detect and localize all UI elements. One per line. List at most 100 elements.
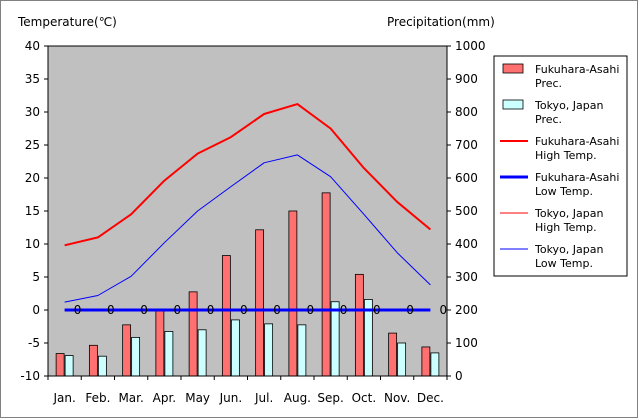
bar-tokyo-prec-7 [264, 323, 274, 377]
line-fukuhara-asahi-high-temp [64, 103, 432, 247]
bar-tokyo-prec-2 [97, 355, 107, 377]
bar-fukuhara-prec-3 [122, 324, 132, 377]
x-tick-label: Jul. [254, 391, 273, 405]
legend-label-line: Tokyo, Japan [534, 99, 603, 112]
x-tick-label: Jan. [52, 391, 75, 405]
data-label-low-temp-9: 0 [340, 303, 348, 317]
x-tick-label: Oct. [352, 391, 377, 405]
legend-label-3: Fukuhara-Asahi High Temp. [535, 135, 619, 162]
bar-fukuhara-prec-1 [55, 353, 65, 377]
data-label-low-temp-8: 0 [307, 303, 315, 317]
data-label-low-temp-7: 0 [273, 303, 281, 317]
legend-swatch-2 [502, 99, 524, 110]
right-tick-label: 1000 [455, 39, 486, 53]
data-label-low-temp-10: 0 [373, 303, 381, 317]
left-tick-label: 35 [25, 72, 40, 86]
left-tick-label: 10 [25, 237, 40, 251]
bar-fukuhara-prec-4 [155, 309, 165, 377]
x-tick-label: Sep. [317, 391, 343, 405]
legend-label-line: Fukuhara-Asahi [535, 135, 619, 148]
legend-label-line: Low Temp. [535, 257, 593, 270]
bar-fukuhara-prec-9 [321, 192, 331, 377]
right-tick-label: 400 [455, 237, 478, 251]
right-tick-label: 300 [455, 270, 478, 284]
legend-label-line: Low Temp. [535, 185, 593, 198]
data-label-low-temp-11: 0 [406, 303, 414, 317]
plot-background [48, 46, 447, 376]
legend-label-4: Fukuhara-Asahi Low Temp. [535, 171, 619, 198]
legend: Fukuhara-Asahi Prec.Tokyo, Japan Prec.Fuku… [493, 55, 628, 277]
bar-tokyo-prec-12 [430, 352, 440, 377]
bar-tokyo-prec-9 [330, 301, 340, 377]
bar-tokyo-prec-1 [64, 355, 74, 377]
legend-label-line: Fukuhara-Asahi [535, 63, 619, 76]
x-tick-label: Mar. [118, 391, 143, 405]
legend-label-line: Tokyo, Japan [534, 207, 603, 220]
bar-fukuhara-prec-12 [421, 346, 431, 377]
legend-box [493, 55, 628, 277]
bar-tokyo-prec-3 [131, 336, 141, 377]
data-label-low-temp-4: 0 [174, 303, 182, 317]
bar-fukuhara-prec-8 [288, 210, 298, 377]
legend-label-5: Tokyo, Japan High Temp. [534, 207, 603, 234]
legend-label-line: High Temp. [535, 221, 597, 234]
bar-fukuhara-prec-11 [388, 332, 398, 377]
bar-fukuhara-prec-2 [88, 344, 98, 377]
bar-tokyo-prec-5 [197, 329, 207, 377]
bar-tokyo-prec-4 [164, 331, 174, 377]
legend-label-line: Prec. [535, 77, 562, 90]
right-axis-title: Precipitation(mm) [387, 15, 495, 29]
legend-label-6: Tokyo, Japan Low Temp. [534, 243, 603, 270]
right-tick-label: 0 [455, 369, 463, 383]
left-tick-label: -10 [20, 369, 40, 383]
right-tick-label: 600 [455, 171, 478, 185]
x-tick-label: Jun. [219, 391, 243, 405]
right-tick-label: 200 [455, 303, 478, 317]
bar-fukuhara-prec-6 [221, 255, 231, 377]
right-tick-label: 700 [455, 138, 478, 152]
right-tick-label: 800 [455, 105, 478, 119]
data-label-low-temp-3: 0 [140, 303, 148, 317]
legend-label-2: Tokyo, Japan Prec. [534, 99, 603, 126]
legend-label-line: Fukuhara-Asahi [535, 171, 619, 184]
x-tick-label: Feb. [85, 391, 110, 405]
bar-tokyo-prec-6 [230, 319, 240, 377]
left-tick-label: -5 [28, 336, 40, 350]
data-label-low-temp-1: 0 [74, 303, 82, 317]
right-tick-label: 100 [455, 336, 478, 350]
plot-area: 0 0 0 0 0 0 0 0 0 0 0 0 [48, 46, 448, 377]
right-tick-label: 900 [455, 72, 478, 86]
bar-fukuhara-prec-5 [188, 291, 198, 377]
bar-fukuhara-prec-10 [354, 273, 364, 377]
left-tick-label: 0 [32, 303, 40, 317]
x-tick-label: Nov. [384, 391, 410, 405]
left-tick-label: 40 [25, 39, 40, 53]
left-tick-label: 30 [25, 105, 40, 119]
x-tick-label: Aug. [284, 391, 311, 405]
data-label-low-temp-2: 0 [107, 303, 115, 317]
axes: -10-505101520253035400100200300400500600… [20, 39, 485, 405]
right-tick-label: 500 [455, 204, 478, 218]
x-tick-label: Apr. [153, 391, 176, 405]
legend-swatch-1 [502, 63, 524, 74]
line-tokyo-japan-low-temp [64, 154, 431, 303]
left-tick-label: 15 [25, 204, 40, 218]
left-tick-label: 20 [25, 171, 40, 185]
bar-fukuhara-prec-7 [255, 229, 265, 377]
data-label-low-temp-5: 0 [207, 303, 215, 317]
legend-label-line: Prec. [535, 113, 562, 126]
left-tick-label: 5 [32, 270, 40, 284]
bar-tokyo-prec-11 [397, 342, 407, 377]
legend-label-line: Tokyo, Japan [534, 243, 603, 256]
data-label-low-temp-6: 0 [240, 303, 248, 317]
left-tick-label: 25 [25, 138, 40, 152]
x-tick-label: May [185, 391, 210, 405]
x-tick-label: Dec. [417, 391, 444, 405]
left-axis-title: Temperature(℃) [17, 15, 117, 29]
legend-label-1: Fukuhara-Asahi Prec. [535, 63, 619, 90]
legend-label-line: High Temp. [535, 149, 597, 162]
data-label-low-temp-12: 0 [440, 303, 448, 317]
bar-tokyo-prec-8 [297, 324, 307, 377]
